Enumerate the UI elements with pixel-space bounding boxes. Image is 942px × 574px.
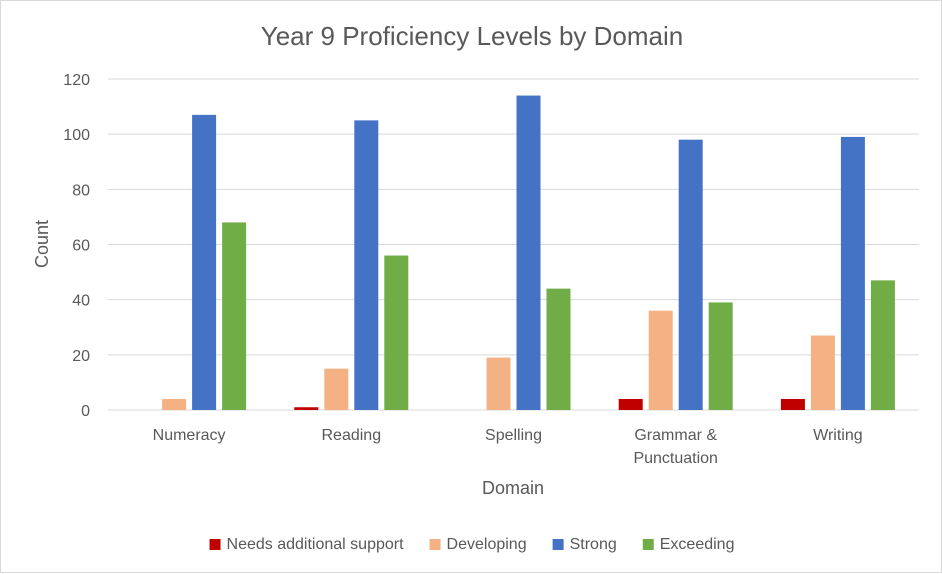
bar — [780, 398, 805, 410]
x-tick-label: Spelling — [485, 427, 542, 444]
bar — [870, 280, 895, 410]
x-tick-labels: Numeracy Reading Spelling Grammar & Punctuat… — [153, 427, 863, 467]
chart-title: Year 9 Proficiency Levels by Domain — [261, 21, 683, 51]
legend-item: Needs additional support — [209, 536, 405, 553]
legend: Needs additional support Developing Strong… — [209, 536, 735, 553]
legend-item: Strong — [552, 536, 617, 553]
x-tick-label: Grammar & Punctuation — [633, 427, 718, 467]
bar — [546, 288, 571, 410]
bar — [678, 139, 703, 410]
bar — [618, 398, 643, 410]
bar — [840, 136, 865, 411]
bar — [486, 357, 511, 410]
bar — [162, 398, 187, 410]
bar — [294, 407, 319, 410]
y-tick-label: 120 — [63, 72, 90, 89]
y-tick-label: 100 — [63, 127, 90, 144]
y-tick-label: 0 — [81, 403, 90, 420]
bars — [162, 95, 895, 411]
legend-label: Strong — [570, 536, 617, 553]
legend-swatch — [209, 539, 221, 550]
legend-label: Needs additional support — [227, 536, 405, 553]
legend-swatch — [642, 539, 654, 550]
bar — [516, 95, 541, 411]
bar — [708, 302, 733, 410]
legend-item: Exceeding — [642, 536, 735, 553]
y-tick-label: 40 — [72, 293, 90, 310]
x-axis-label: Domain — [482, 478, 544, 498]
x-tick-label: Writing — [813, 427, 863, 444]
legend-swatch — [552, 539, 564, 550]
y-tick-label: 80 — [72, 182, 90, 199]
legend-label: Developing — [447, 536, 527, 553]
bar — [648, 310, 673, 410]
bar — [324, 368, 349, 410]
legend-item: Developing — [429, 536, 527, 553]
y-tick-label: 60 — [72, 238, 90, 255]
y-axis-label: Count — [32, 220, 52, 268]
legend-swatch — [429, 539, 441, 550]
x-tick-label: Reading — [321, 427, 381, 444]
y-tick-label: 20 — [72, 348, 90, 365]
x-tick-label: Numeracy — [153, 427, 226, 444]
bar — [810, 335, 835, 410]
bar — [354, 120, 379, 410]
legend-label: Exceeding — [660, 536, 735, 553]
bar — [192, 114, 217, 410]
y-tick-labels: 0 20 40 60 80 100 120 — [63, 72, 90, 420]
bar — [384, 255, 409, 410]
bar — [222, 222, 247, 410]
